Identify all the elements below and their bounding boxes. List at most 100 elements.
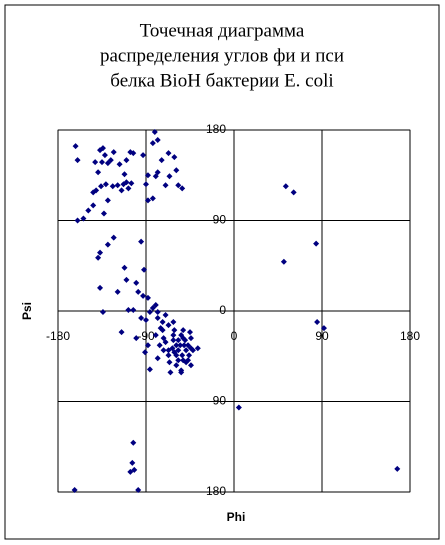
- point: [152, 332, 159, 339]
- point: [140, 152, 147, 159]
- point: [135, 288, 142, 295]
- point: [97, 284, 104, 291]
- point: [80, 215, 87, 222]
- point: [74, 157, 81, 164]
- point: [154, 315, 161, 322]
- point: [194, 345, 201, 352]
- y-tick-label: 0: [219, 303, 226, 317]
- point: [183, 347, 190, 354]
- point: [114, 288, 121, 295]
- point: [157, 325, 164, 332]
- y-tick-label: -180: [202, 484, 226, 498]
- chart-title: Точечная диаграмма: [140, 20, 305, 41]
- point: [90, 202, 97, 209]
- point: [144, 172, 151, 179]
- point: [141, 266, 148, 273]
- point: [118, 329, 125, 336]
- point: [142, 349, 149, 356]
- chart-title: распределения углов фи и пси: [100, 45, 344, 66]
- point: [85, 207, 92, 214]
- point: [138, 238, 145, 245]
- point: [154, 137, 161, 144]
- point: [171, 349, 178, 356]
- point: [125, 185, 132, 192]
- x-tick-label: 180: [400, 329, 420, 343]
- point: [118, 187, 125, 194]
- point: [171, 327, 178, 334]
- point: [99, 309, 106, 316]
- point: [123, 179, 130, 186]
- point: [175, 337, 182, 344]
- point: [100, 210, 107, 217]
- point: [110, 234, 117, 241]
- point: [235, 404, 242, 411]
- point: [313, 240, 320, 247]
- point: [159, 319, 166, 326]
- point: [130, 439, 137, 446]
- point: [127, 468, 134, 475]
- point: [160, 347, 167, 354]
- y-tick-label: 90: [213, 213, 227, 227]
- point: [95, 169, 102, 176]
- point: [162, 339, 169, 346]
- point: [123, 157, 130, 164]
- point: [170, 337, 177, 344]
- point: [156, 342, 163, 349]
- point: [165, 352, 172, 359]
- point: [186, 352, 193, 359]
- point: [187, 362, 194, 369]
- point: [116, 161, 123, 168]
- x-axis-title: Phi: [227, 510, 246, 524]
- point: [144, 294, 151, 301]
- point: [282, 183, 289, 190]
- chart-title: белка BioH бактерии E. coli: [110, 70, 333, 91]
- y-tick-label: -90: [209, 394, 227, 408]
- point: [97, 249, 104, 256]
- point: [165, 322, 172, 329]
- point: [102, 181, 109, 188]
- point: [180, 335, 187, 342]
- point: [179, 185, 186, 192]
- point: [104, 197, 111, 204]
- x-tick-label: 90: [315, 329, 329, 343]
- x-tick-label: -90: [137, 329, 155, 343]
- point: [133, 335, 140, 342]
- point: [187, 335, 194, 342]
- point: [177, 342, 184, 349]
- point: [179, 352, 186, 359]
- point: [162, 182, 169, 189]
- point: [95, 254, 102, 261]
- point: [158, 157, 165, 164]
- point: [166, 173, 173, 180]
- point: [98, 183, 105, 190]
- y-tick-label: 180: [206, 122, 226, 136]
- point: [99, 159, 105, 166]
- point: [74, 217, 81, 224]
- point: [290, 189, 297, 196]
- point: [107, 157, 114, 164]
- point: [143, 317, 149, 324]
- point: [173, 342, 180, 349]
- point: [173, 362, 180, 369]
- point: [72, 143, 79, 150]
- point: [144, 342, 151, 349]
- point: [320, 325, 327, 332]
- point: [143, 181, 149, 188]
- point: [175, 182, 182, 189]
- point: [173, 167, 180, 174]
- point: [71, 486, 78, 493]
- point: [154, 355, 161, 362]
- point: [125, 306, 132, 313]
- point: [129, 459, 136, 466]
- point: [110, 149, 117, 156]
- point: [90, 189, 97, 196]
- point: [189, 347, 196, 354]
- point: [175, 357, 182, 364]
- point: [149, 195, 156, 202]
- point: [314, 319, 321, 326]
- point: [138, 315, 145, 322]
- point: [101, 152, 108, 159]
- point: [146, 366, 153, 373]
- point: [154, 169, 161, 176]
